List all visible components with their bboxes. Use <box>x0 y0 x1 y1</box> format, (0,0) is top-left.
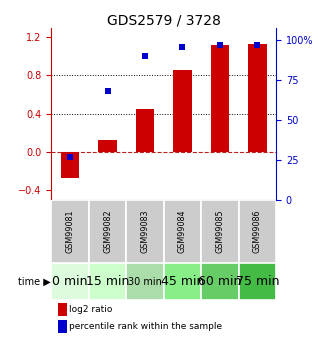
Bar <box>248 44 267 152</box>
Bar <box>239 200 276 263</box>
Bar <box>211 45 229 152</box>
Bar <box>58 320 67 333</box>
Text: GSM99084: GSM99084 <box>178 210 187 253</box>
Text: GSM99086: GSM99086 <box>253 210 262 253</box>
Bar <box>126 200 164 263</box>
Point <box>67 154 73 159</box>
Bar <box>89 263 126 300</box>
Text: GSM99085: GSM99085 <box>215 209 224 253</box>
Bar <box>51 200 89 263</box>
Title: GDS2579 / 3728: GDS2579 / 3728 <box>107 13 221 28</box>
Text: percentile rank within the sample: percentile rank within the sample <box>69 322 222 331</box>
Point <box>255 42 260 48</box>
Text: 15 min: 15 min <box>86 275 129 288</box>
Point <box>105 89 110 94</box>
Point <box>217 42 222 48</box>
Bar <box>164 200 201 263</box>
Text: 60 min: 60 min <box>198 275 242 288</box>
Bar <box>135 109 154 152</box>
Bar <box>201 263 239 300</box>
Text: 45 min: 45 min <box>161 275 204 288</box>
Text: GSM99082: GSM99082 <box>103 209 112 253</box>
Bar <box>201 200 239 263</box>
Bar <box>51 263 89 300</box>
Text: log2 ratio: log2 ratio <box>69 305 113 314</box>
Bar <box>173 70 192 152</box>
Point <box>143 53 148 59</box>
Bar <box>98 140 117 152</box>
Point <box>180 44 185 49</box>
Text: GSM99083: GSM99083 <box>141 210 150 253</box>
Bar <box>164 263 201 300</box>
Bar <box>89 200 126 263</box>
Text: time ▶: time ▶ <box>18 277 51 287</box>
Bar <box>126 263 164 300</box>
Bar <box>239 263 276 300</box>
Text: 75 min: 75 min <box>236 275 279 288</box>
Text: GSM99081: GSM99081 <box>65 210 74 253</box>
Text: 0 min: 0 min <box>52 275 88 288</box>
Text: 30 min: 30 min <box>128 277 162 287</box>
Bar <box>61 152 79 178</box>
Bar <box>58 303 67 316</box>
